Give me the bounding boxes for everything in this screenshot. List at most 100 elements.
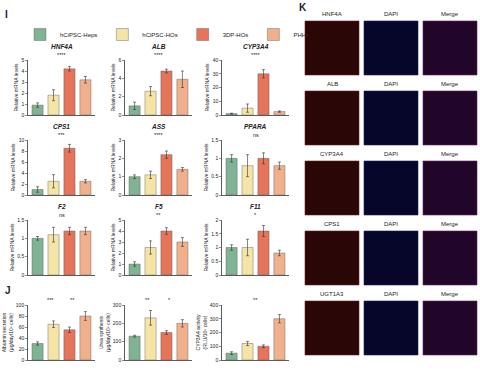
svg-text:30: 30 <box>213 71 219 77</box>
svg-text:0: 0 <box>215 272 218 278</box>
svg-text:DAPI: DAPI <box>384 11 398 17</box>
svg-text:1: 1 <box>21 101 24 107</box>
svg-text:Relative mRNA levels: Relative mRNA levels <box>10 143 16 192</box>
svg-text:*: * <box>168 297 171 303</box>
svg-text:4: 4 <box>118 228 121 234</box>
svg-text:1: 1 <box>118 261 121 267</box>
svg-text:300: 300 <box>210 316 219 322</box>
svg-text:****: **** <box>251 52 260 58</box>
svg-text:CYP3A4 activity(RLU/10⁶ cells): CYP3A4 activity(RLU/10⁶ cells) <box>195 314 208 350</box>
svg-text:2: 2 <box>118 155 121 161</box>
svg-text:**: ** <box>253 297 258 303</box>
svg-text:ALB: ALB <box>151 43 166 50</box>
svg-text:HNF4A: HNF4A <box>51 43 73 50</box>
svg-text:3DP-HOs: 3DP-HOs <box>223 32 249 38</box>
svg-text:200: 200 <box>113 320 122 326</box>
svg-text:6: 6 <box>21 159 24 165</box>
svg-text:Relative mRNA levels: Relative mRNA levels <box>204 63 210 112</box>
svg-text:Merge: Merge <box>441 11 459 17</box>
svg-text:hCiPSC-Heps: hCiPSC-Heps <box>60 32 97 38</box>
svg-text:100: 100 <box>113 338 122 344</box>
svg-text:Relative mRNA levels: Relative mRNA levels <box>110 223 116 272</box>
svg-text:CPS1: CPS1 <box>53 123 70 130</box>
svg-text:Relative mRNA levels: Relative mRNA levels <box>203 143 209 192</box>
svg-text:1: 1 <box>118 173 121 179</box>
svg-text:**: ** <box>70 297 75 303</box>
svg-text:1.5: 1.5 <box>211 231 218 237</box>
svg-text:2: 2 <box>21 90 24 96</box>
svg-text:CYP3A4: CYP3A4 <box>320 151 344 157</box>
svg-text:4: 4 <box>21 68 24 74</box>
svg-text:ALB: ALB <box>327 81 338 87</box>
svg-text:40: 40 <box>213 57 219 63</box>
svg-text:1: 1 <box>215 155 218 161</box>
svg-text:3: 3 <box>118 137 121 143</box>
svg-text:10: 10 <box>19 137 25 143</box>
svg-text:UGT1A3: UGT1A3 <box>320 291 344 297</box>
svg-text:4: 4 <box>21 170 24 176</box>
svg-text:2: 2 <box>118 93 121 99</box>
svg-text:1.5: 1.5 <box>211 137 218 143</box>
svg-text:DAPI: DAPI <box>384 81 398 87</box>
svg-text:ns: ns <box>59 212 65 218</box>
svg-text:0: 0 <box>118 192 121 198</box>
svg-text:****: **** <box>154 132 163 138</box>
svg-text:0: 0 <box>21 272 24 278</box>
svg-text:6: 6 <box>118 57 121 63</box>
svg-text:1: 1 <box>215 244 218 250</box>
svg-text:400: 400 <box>210 302 219 308</box>
svg-text:Relative mRNA levels: Relative mRNA levels <box>203 223 209 272</box>
svg-text:200: 200 <box>210 329 219 335</box>
svg-text:0: 0 <box>215 357 218 363</box>
svg-text:5: 5 <box>21 57 24 63</box>
svg-text:*: * <box>254 212 257 218</box>
svg-text:***: *** <box>47 297 54 303</box>
svg-text:Relative mRNA levels: Relative mRNA levels <box>9 223 15 272</box>
svg-text:HNF4A: HNF4A <box>322 11 342 17</box>
svg-text:****: **** <box>57 52 66 58</box>
svg-text:I: I <box>5 9 8 20</box>
svg-text:2: 2 <box>21 181 24 187</box>
svg-text:hCiPSC-HOs: hCiPSC-HOs <box>142 32 177 38</box>
svg-text:F5: F5 <box>155 203 163 210</box>
svg-text:****: **** <box>154 52 163 58</box>
svg-text:8: 8 <box>21 148 24 154</box>
svg-text:2: 2 <box>215 217 218 223</box>
svg-text:Urea synthesis(μg/day/10⁶ cell: Urea synthesis(μg/day/10⁶ cells) <box>98 313 111 352</box>
svg-text:K: K <box>299 2 307 13</box>
svg-text:0: 0 <box>215 112 218 118</box>
svg-text:Merge: Merge <box>441 221 459 227</box>
svg-text:Relative mRNA levels: Relative mRNA levels <box>13 63 19 112</box>
svg-text:0: 0 <box>118 112 121 118</box>
svg-text:60: 60 <box>19 324 25 330</box>
svg-text:3: 3 <box>118 239 121 245</box>
svg-text:Merge: Merge <box>441 81 459 87</box>
svg-text:100: 100 <box>16 302 25 308</box>
svg-text:0: 0 <box>215 192 218 198</box>
svg-text:***: *** <box>58 132 65 138</box>
svg-text:300: 300 <box>113 302 122 308</box>
svg-text:80: 80 <box>19 313 25 319</box>
svg-text:ns: ns <box>253 132 259 138</box>
svg-text:**: ** <box>145 297 150 303</box>
svg-text:PHHs: PHHs <box>293 32 309 38</box>
svg-text:**: ** <box>156 212 161 218</box>
svg-text:0: 0 <box>21 357 24 363</box>
svg-text:F11: F11 <box>250 203 261 210</box>
svg-text:Merge: Merge <box>441 291 459 297</box>
svg-text:DAPI: DAPI <box>384 221 398 227</box>
svg-text:20: 20 <box>213 84 219 90</box>
svg-text:DAPI: DAPI <box>384 291 398 297</box>
svg-text:CYP3A4: CYP3A4 <box>243 43 269 50</box>
svg-text:DAPI: DAPI <box>384 151 398 157</box>
svg-text:0: 0 <box>21 112 24 118</box>
svg-text:0: 0 <box>118 357 121 363</box>
svg-text:F2: F2 <box>58 203 66 210</box>
svg-text:CPS1: CPS1 <box>324 221 340 227</box>
svg-text:2: 2 <box>118 250 121 256</box>
svg-text:J: J <box>5 285 11 296</box>
svg-text:PPARA: PPARA <box>244 123 267 130</box>
svg-text:Relative mRNA levels: Relative mRNA levels <box>110 63 116 112</box>
svg-text:20: 20 <box>19 346 25 352</box>
svg-text:1.5: 1.5 <box>17 217 24 223</box>
